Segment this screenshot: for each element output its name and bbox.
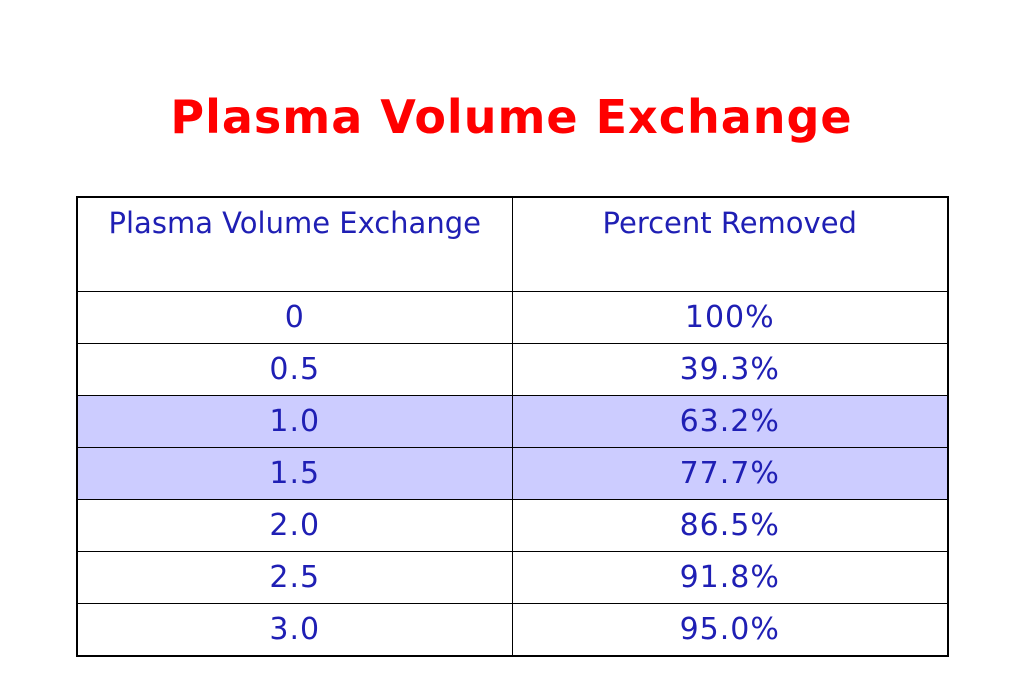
table-row: 0.5 39.3% (76, 342, 949, 396)
exchange-cell: 3.0 (76, 602, 513, 656)
table-row: 2.0 86.5% (76, 498, 949, 552)
exchange-cell: 2.0 (76, 498, 513, 552)
percent-cell: 39.3% (511, 342, 949, 396)
exchange-cell: 1.0 (76, 394, 513, 448)
header-percent-removed: Percent Removed (511, 196, 949, 292)
exchange-cell: 1.5 (76, 446, 513, 500)
exchange-cell: 2.5 (76, 550, 513, 604)
slide-title: Plasma Volume Exchange (170, 90, 853, 144)
table-row: 1.5 77.7% (76, 446, 949, 500)
data-table: Plasma Volume Exchange Percent Removed 0… (76, 196, 949, 657)
exchange-cell: 0.5 (76, 342, 513, 396)
table-row: 2.5 91.8% (76, 550, 949, 604)
percent-cell: 91.8% (511, 550, 949, 604)
header-plasma-volume-exchange: Plasma Volume Exchange (76, 196, 513, 292)
percent-cell: 86.5% (511, 498, 949, 552)
table-row: 0 100% (76, 290, 949, 344)
percent-cell: 95.0% (511, 602, 949, 656)
percent-cell: 100% (511, 290, 949, 344)
table-row: 1.0 63.2% (76, 394, 949, 448)
table-row: 3.0 95.0% (76, 602, 949, 656)
exchange-cell: 0 (76, 290, 513, 344)
percent-cell: 63.2% (511, 394, 949, 448)
percent-cell: 77.7% (511, 446, 949, 500)
table-header-row: Plasma Volume Exchange Percent Removed (76, 196, 949, 292)
